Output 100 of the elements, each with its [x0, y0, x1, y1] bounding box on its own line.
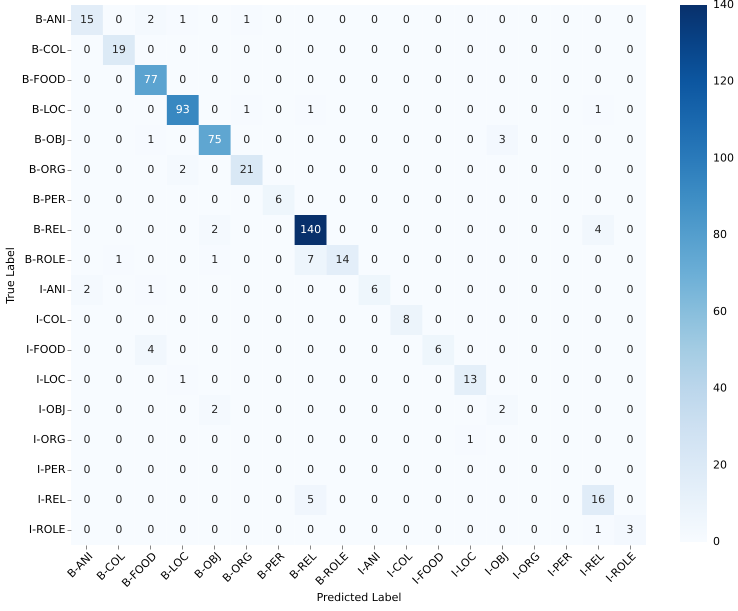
y-tick-label: B-ROLE — [24, 253, 66, 266]
data-label: 0 — [275, 253, 282, 266]
data-label: 0 — [594, 343, 602, 356]
data-label: 0 — [370, 523, 378, 536]
data-label: 0 — [83, 103, 90, 116]
data-label: 0 — [339, 313, 346, 326]
data-label: 1 — [243, 103, 250, 116]
data-label: 0 — [307, 523, 314, 536]
data-label: 0 — [115, 73, 122, 86]
data-label: 0 — [562, 493, 570, 506]
data-label: 0 — [243, 43, 250, 56]
data-label: 0 — [626, 313, 634, 326]
data-label: 0 — [211, 343, 218, 356]
data-label: 0 — [339, 73, 346, 86]
data-label: 0 — [179, 43, 186, 56]
data-label: 0 — [83, 373, 90, 386]
data-label: 0 — [243, 343, 250, 356]
data-label: 0 — [275, 493, 282, 506]
data-label: 0 — [530, 343, 538, 356]
y-tick-label: I-ORG — [33, 433, 66, 446]
y-tick-label: I-FOOD — [26, 343, 66, 356]
data-label: 0 — [562, 163, 570, 176]
data-label: 0 — [275, 403, 282, 416]
data-label: 0 — [179, 283, 186, 296]
data-label: 0 — [115, 373, 122, 386]
y-tick-label: I-ROLE — [28, 523, 66, 536]
data-label: 0 — [498, 343, 506, 356]
data-label: 0 — [626, 163, 634, 176]
data-label: 0 — [211, 163, 218, 176]
data-label: 0 — [147, 313, 154, 326]
data-label: 0 — [370, 13, 378, 26]
data-label: 0 — [307, 373, 314, 386]
data-label: 7 — [307, 253, 314, 266]
data-label: 0 — [147, 103, 154, 116]
data-label: 1 — [179, 13, 186, 26]
data-label: 6 — [275, 193, 282, 206]
data-label: 0 — [339, 283, 346, 296]
data-label: 0 — [370, 133, 378, 146]
y-tick-label: B-PER — [32, 193, 66, 206]
data-label: 0 — [115, 223, 122, 236]
y-tick-label: B-ANI — [35, 13, 66, 26]
data-label: 0 — [434, 193, 442, 206]
data-label: 0 — [147, 43, 154, 56]
data-label: 0 — [370, 373, 378, 386]
data-label: 0 — [307, 433, 314, 446]
data-label: 2 — [179, 163, 186, 176]
data-label: 0 — [402, 373, 410, 386]
data-label: 0 — [307, 463, 314, 476]
data-label: 0 — [626, 343, 634, 356]
data-label: 0 — [339, 133, 346, 146]
data-label: 0 — [275, 163, 282, 176]
data-label: 0 — [402, 43, 410, 56]
data-label: 0 — [307, 313, 314, 326]
data-label: 140 — [300, 223, 322, 236]
data-label: 0 — [626, 13, 634, 26]
data-label: 0 — [339, 163, 346, 176]
data-label: 4 — [594, 223, 602, 236]
data-label: 0 — [115, 163, 122, 176]
data-label: 0 — [370, 433, 378, 446]
data-label: 0 — [243, 523, 250, 536]
data-label: 0 — [83, 523, 90, 536]
data-label: 2 — [147, 13, 154, 26]
data-label: 0 — [402, 163, 410, 176]
data-label: 0 — [466, 523, 474, 536]
data-label: 0 — [115, 313, 122, 326]
data-label: 0 — [626, 403, 634, 416]
data-label: 0 — [211, 13, 218, 26]
data-label: 0 — [402, 13, 410, 26]
data-label: 0 — [434, 73, 442, 86]
data-label: 75 — [208, 133, 222, 146]
data-label: 0 — [434, 493, 442, 506]
data-label: 0 — [466, 13, 474, 26]
y-tick-label: I-PER — [37, 463, 66, 476]
data-label: 0 — [115, 193, 122, 206]
data-label: 0 — [179, 73, 186, 86]
data-label: 0 — [498, 523, 506, 536]
data-label: 0 — [402, 103, 410, 116]
data-label: 0 — [115, 133, 122, 146]
data-label: 0 — [626, 133, 634, 146]
data-label: 1 — [307, 103, 314, 116]
data-label: 0 — [83, 403, 90, 416]
data-label: 0 — [179, 433, 186, 446]
data-label: 0 — [434, 163, 442, 176]
data-label: 0 — [626, 463, 634, 476]
data-label: 0 — [498, 433, 506, 446]
data-label: 4 — [147, 343, 154, 356]
data-label: 0 — [402, 433, 410, 446]
data-label: 0 — [594, 313, 602, 326]
data-label: 0 — [530, 493, 538, 506]
data-label: 0 — [498, 493, 506, 506]
data-label: 0 — [339, 43, 346, 56]
data-label: 0 — [562, 523, 570, 536]
data-label: 19 — [112, 43, 126, 56]
data-label: 0 — [370, 193, 378, 206]
data-label: 0 — [179, 133, 186, 146]
data-label: 1 — [594, 103, 602, 116]
data-label: 3 — [626, 523, 634, 536]
y-tick-label: I-REL — [38, 493, 66, 506]
data-label: 1 — [594, 523, 602, 536]
data-label: 0 — [466, 463, 474, 476]
